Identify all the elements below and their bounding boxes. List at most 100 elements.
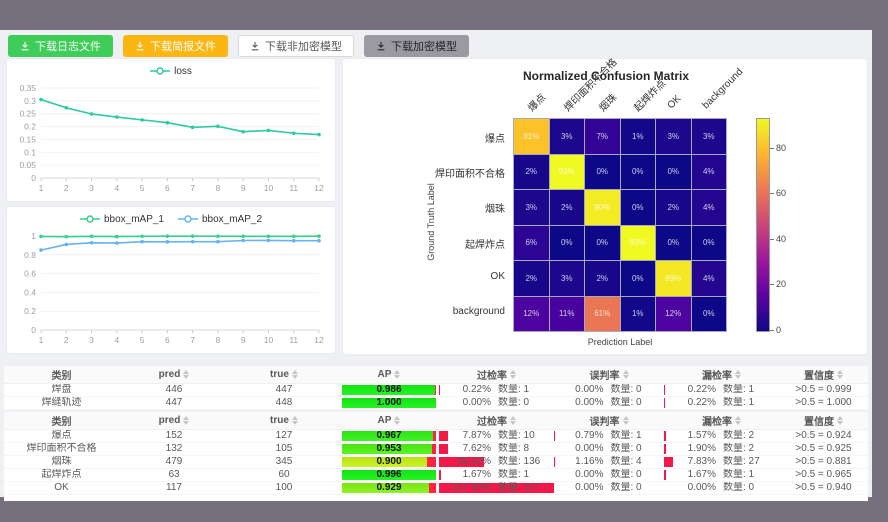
col-label: OK [665,93,684,112]
legend-item-loss[interactable]: loss [150,66,192,77]
confidence-cell: >0.5 = 0.940 [795,482,852,493]
column-header-class: 类别 [4,367,119,382]
sort-icon[interactable] [291,370,298,379]
loss-point [317,132,321,137]
matrix-cell: 2% [514,154,549,189]
column-header-ap[interactable]: AP [339,415,439,426]
column-header-true[interactable]: true [229,369,339,380]
sort-icon[interactable] [394,416,401,425]
matrix-cell: 2% [656,190,691,225]
colorbar-tick-label: 0 [776,325,782,335]
y-tick-label: 0.25 [19,109,36,119]
sort-icon[interactable] [183,370,190,379]
matrix-cell: 0% [585,225,620,260]
miss-cell-percent: 1.67% [687,469,716,480]
legend-item-bbox_mAP_1[interactable]: bbox_mAP_1 [79,214,164,225]
matrix-cell: 3% [656,119,691,154]
sort-icon[interactable] [183,416,190,425]
miss-cell-percent: 0.00% [687,482,716,493]
sort-icon[interactable] [291,416,298,425]
miss-cell-percent: 0.22% [687,397,716,408]
matrix-cell: 12% [656,296,691,331]
y-tick-label: 0.2 [24,122,36,132]
overdetect-cell-count: 数量: 117 [498,482,540,493]
colorbar [756,118,770,332]
download-unencrypted-model-button[interactable]: 下载非加密模型 [238,35,354,57]
legend-item-bbox_mAP_2[interactable]: bbox_mAP_2 [178,214,262,225]
matrix-cell: 0% [691,225,726,260]
bbox_mAP_1-point [165,234,170,238]
sort-icon[interactable] [837,416,843,425]
misjudge-cell-count: 数量: 0 [610,384,642,395]
overdetect-cell: 39.42% 数量: 136 [439,456,554,468]
sort-icon[interactable] [735,370,741,379]
column-header-miss[interactable]: 漏检率 [664,367,779,382]
column-header-label: true [270,415,289,426]
column-header-pred[interactable]: pred [119,369,229,380]
loss-point [291,131,296,136]
confidence-cell: >0.5 = 1.000 [795,397,852,408]
bbox_mAP_2-point [317,238,321,243]
x-tick-label: 2 [64,183,69,193]
sort-icon[interactable] [510,416,516,425]
true-cell: 448 [275,397,293,408]
sort-icon[interactable] [394,370,401,379]
miss-cell-count: 数量: 1 [723,384,755,395]
legend-marker-icon [150,67,171,75]
y-tick-label: 0.6 [24,269,36,279]
miss-cell-percent: 0.22% [687,384,716,395]
x-tick-label: 8 [216,335,221,345]
column-header-pred[interactable]: pred [119,415,229,426]
column-header-label: 误判率 [589,417,620,428]
overdetect-cell-bar [439,444,448,454]
download-encrypted-model-button[interactable]: 下载加密模型 [364,35,469,57]
misjudge-cell: 0.79% 数量: 1 [554,430,664,442]
map-line-chart: 00.20.40.60.811 2 3 4 5 6 7 8 9 10 11 12 [24,231,324,345]
column-header-over[interactable]: 过检率 [439,413,554,428]
class-name-cell: OK [54,482,69,493]
column-header-miss[interactable]: 漏检率 [664,413,779,428]
bbox_mAP_1-point [317,234,321,238]
column-header-conf[interactable]: 置信度 [779,367,868,382]
ap-value: 0.967 [376,431,402,441]
row-label: 起焊炸点 [465,239,505,251]
x-tick-label: 5 [140,335,145,345]
bbox_mAP_1-point [89,234,94,239]
table-header-row: 类别 pred true AP 过检率 误判率 漏检率 置信度 [4,366,868,384]
x-tick-label: 9 [241,183,246,193]
column-header-mis[interactable]: 误判率 [554,413,664,428]
column-header-over[interactable]: 过检率 [439,367,554,382]
matrix-cell: 0% [656,154,691,189]
matrix-cell: 11% [549,296,584,331]
pred-cell: 447 [165,397,183,408]
sort-icon[interactable] [735,416,741,425]
true-cell: 60 [278,469,290,480]
matrix-cell: 3% [514,190,549,225]
sort-icon[interactable] [622,370,629,379]
bbox_mAP_2-point [89,240,94,245]
true-cell: 345 [275,456,293,467]
bbox_mAP_2-point [39,248,43,252]
sort-icon[interactable] [510,370,516,379]
loss-point [190,125,195,130]
download-log-button[interactable]: 下载日志文件 [8,35,113,57]
ap-cell: 0.900 [342,457,436,467]
column-header-conf[interactable]: 置信度 [779,413,868,428]
x-tick-label: 6 [165,335,170,345]
ap-value: 0.953 [376,444,402,454]
miss-cell: 1.67% 数量: 1 [664,469,779,481]
column-header-true[interactable]: true [229,415,339,426]
loss-point [115,115,119,119]
miss-cell-text: 0.22% 数量: 1 [664,384,779,396]
sort-icon[interactable] [622,416,629,425]
misjudge-cell: 0.00% 数量: 0 [554,469,664,481]
column-header-ap[interactable]: AP [339,369,439,380]
download-brief-button[interactable]: 下载简报文件 [123,35,228,57]
colorbar-tick [770,193,774,195]
button-label: 下载日志文件 [35,41,101,53]
sort-icon[interactable] [837,370,843,379]
table-row: 爆点 152 127 0.967 7.87% 数量: 10 0.79% 数量: 1 1.57% 数… [4,430,868,443]
column-header-mis[interactable]: 误判率 [554,367,664,382]
col-label: 爆点 [526,92,549,115]
column-header-label: 误判率 [589,371,620,382]
